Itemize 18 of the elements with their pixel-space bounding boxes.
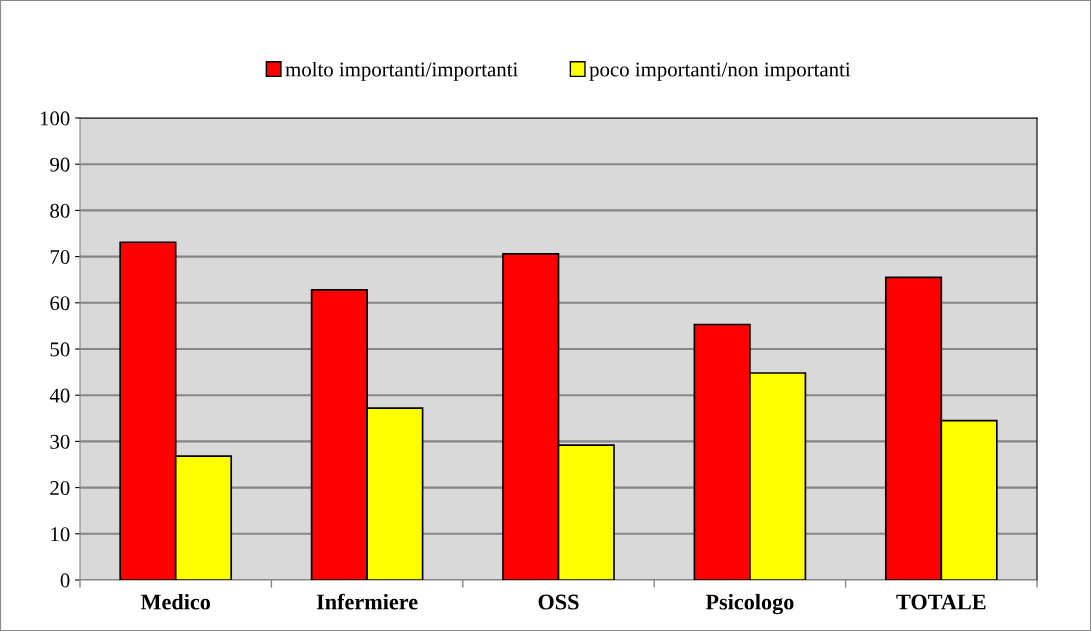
- y-tick-label: 0: [60, 573, 70, 588]
- legend-label: molto importanti/importanti: [285, 61, 518, 81]
- y-tick-label: 80: [50, 203, 70, 218]
- y-tick-label: 90: [50, 157, 70, 172]
- y-tick-label: 50: [50, 342, 70, 357]
- y-tick-label: 100: [40, 111, 70, 126]
- x-tick-label: TOTALE: [896, 594, 986, 610]
- legend-label: poco importanti/non importanti: [589, 62, 851, 81]
- x-tick-label: Psicologo: [705, 593, 794, 615]
- y-tick-label: 70: [50, 249, 70, 265]
- x-tick-label: OSS: [538, 594, 579, 610]
- y-tick-label: 40: [49, 388, 70, 403]
- y-tick-label: 20: [50, 480, 70, 496]
- y-tick-label: 10: [51, 527, 70, 542]
- y-tick-label: 60: [50, 296, 70, 311]
- x-tick-label: Infermiere: [316, 593, 418, 610]
- y-tick-label: 30: [50, 434, 70, 449]
- x-tick-label: Medico: [140, 593, 211, 610]
